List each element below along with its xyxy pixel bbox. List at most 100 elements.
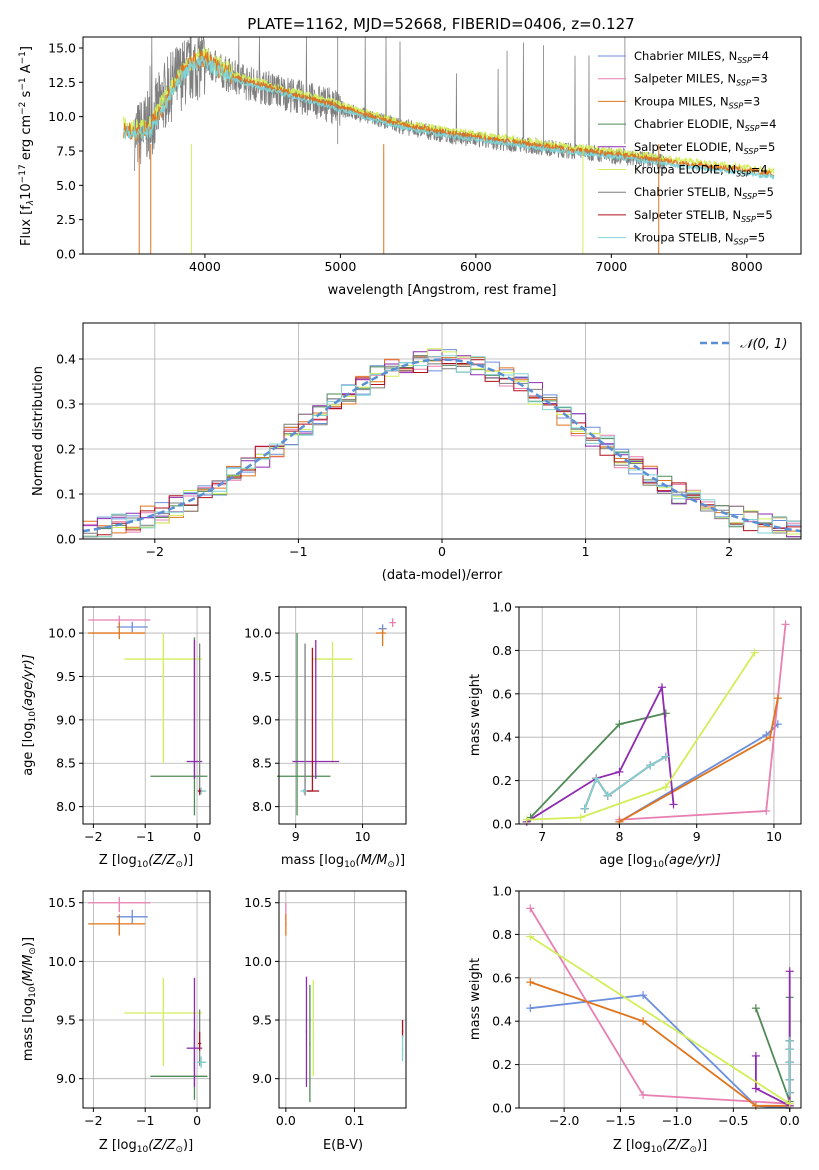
- tick-label-x: 10: [766, 829, 782, 844]
- tick-label-y: 0.4: [56, 352, 76, 367]
- marker-kroupa-miles: [639, 1017, 648, 1026]
- marker-salpeter-miles: [639, 1090, 648, 1099]
- tick-label-x: 1: [582, 544, 590, 559]
- tick-label-y: 9.0: [252, 712, 272, 727]
- weight-vs-Z-xlabel: Z [log10(Z/Z⊙)]: [613, 1138, 707, 1155]
- marker-chabrier-elodie: [615, 720, 624, 729]
- legend-label-salpeter-miles: Salpeter MILES, NSSP=3: [634, 72, 768, 88]
- tick-label-x: −2: [84, 1113, 102, 1128]
- errorbar-salpeter-stelib: [198, 1031, 202, 1051]
- tick-label-y: 9.0: [252, 1071, 272, 1086]
- tick-label-y: 0.1: [56, 487, 76, 502]
- tick-label-x: 8: [615, 829, 623, 844]
- tick-label-y: 0.4: [492, 1014, 512, 1029]
- errorbar-chabrier-miles: [116, 909, 148, 924]
- errorbar-salpeter-stelib: [401, 1020, 404, 1038]
- tick-label-x: −2.0: [549, 1113, 579, 1128]
- weight-vs-age-xlabel: age [log10(age/yr)]: [599, 853, 721, 870]
- tick-label-x: 5000: [324, 259, 356, 274]
- errorbar-kroupa-stelib: [197, 1056, 207, 1069]
- mass-vs-metallicity-panel: −2 −1 0 9.0 9.5 10.0 10.5 Z [log10(Z/Z⊙)] mass…: [21, 890, 211, 1155]
- tick-label-y: 0.2: [492, 1057, 512, 1072]
- tick-label-y: 0.3: [56, 397, 76, 412]
- mass-vs-ebv-xlabel: E(B-V): [323, 1138, 363, 1153]
- residuals-xlabel: (data-model)/error: [382, 568, 503, 583]
- tick-label-x: 0.0: [780, 1113, 800, 1128]
- tick-label-y: 2.5: [56, 212, 76, 227]
- residuals-legend: 𝒩(0, 1): [700, 337, 787, 352]
- age-vs-Z-xlabel: Z [log10(Z/Z⊙)]: [99, 853, 193, 870]
- tick-label-y: 9.5: [252, 669, 272, 684]
- series-line-kroupa-miles: [530, 981, 790, 1107]
- tick-label-x: 9: [292, 829, 300, 844]
- tick-label-y: 9.5: [252, 1013, 272, 1028]
- marker-kroupa-elodie: [661, 783, 670, 792]
- marker-salpeter-elodie: [669, 800, 678, 809]
- tick-label-y: 12.5: [48, 75, 76, 90]
- tick-label-y: 0.0: [492, 1101, 512, 1116]
- tick-label-y: 0.4: [492, 730, 512, 745]
- gaussian-legend-label: 𝒩(0, 1): [740, 337, 787, 352]
- legend-label-kroupa-stelib: Kroupa STELIB, NSSP=5: [634, 231, 765, 247]
- spectrum-panel: 4000 5000 6000 7000 8000 0.0 2.5 5.0 7.5 10.0 12.5…: [18, 36, 802, 298]
- tick-label-y: 10.0: [244, 954, 272, 969]
- legend-label-chabrier-miles: Chabrier MILES, NSSP=4: [634, 49, 769, 65]
- series-line-kroupa-elodie: [529, 935, 791, 1105]
- errorbar-kroupa-miles: [88, 914, 146, 936]
- gaussian-reference-line: [82, 358, 802, 533]
- residuals-panel: −2 −1 0 1 2 0.0 0.1 0.2 0.3 0.4 𝒩(0, 1) (data-mod…: [31, 322, 802, 583]
- errorbar-kroupa-miles: [88, 622, 146, 640]
- marker-salpeter-miles: [781, 620, 790, 629]
- tick-label-y: 0.6: [492, 686, 512, 701]
- errorbar-salpeter-miles: [389, 618, 396, 627]
- age-vs-metallicity-panel: −2 −1 0 8.0 8.5 9.0 9.5 10.0 Z [log10(Z/Z⊙)] ag…: [21, 606, 211, 870]
- marker-chabrier-elodie: [751, 1004, 760, 1013]
- tick-label-y: 8.0: [56, 799, 76, 814]
- legend-label-kroupa-elodie: Kroupa ELODIE, NSSP=4: [634, 163, 768, 179]
- age-vs-Z-ylabel: age [log10(age/yr)]: [21, 654, 38, 776]
- model-spectrum-line-kroupa-stelib: [123, 55, 775, 180]
- tick-label-y: 9.5: [56, 669, 76, 684]
- marker-kroupa-elodie: [576, 813, 585, 822]
- errorbar-salpeter-miles: [88, 896, 151, 913]
- tick-label-y: 10.0: [244, 626, 272, 641]
- marker-salpeter-elodie: [751, 1051, 760, 1060]
- tick-label-y: 1.0: [492, 884, 512, 899]
- tick-label-x: 9: [693, 829, 701, 844]
- errorbar-kroupa-miles: [285, 914, 287, 936]
- mass-vs-Z-ylabel: mass [log10(M/M⊙)]: [21, 937, 38, 1061]
- marker-kroupa-miles: [766, 733, 775, 742]
- marker-kroupa-stelib: [785, 1045, 794, 1054]
- tick-label-y: 0.0: [56, 532, 76, 547]
- tick-label-x: 7000: [595, 259, 627, 274]
- marker-kroupa-miles: [526, 978, 535, 987]
- marker-salpeter-elodie: [615, 767, 624, 776]
- tick-label-x: 0: [193, 1113, 201, 1128]
- tick-label-y: 0.6: [492, 970, 512, 985]
- tick-label-x: −2: [84, 829, 102, 844]
- tick-label-y: 0.0: [492, 817, 512, 832]
- tick-label-y: 5.0: [56, 178, 76, 193]
- errorbar-kroupa-stelib: [300, 789, 308, 793]
- tick-label-y: 0.2: [56, 442, 76, 457]
- marker-kroupa-elodie: [750, 648, 759, 657]
- marker-salpeter-miles: [762, 806, 771, 815]
- tick-label-x: 4000: [189, 259, 221, 274]
- tick-label-x: −1: [136, 1113, 154, 1128]
- marker-salpeter-elodie: [657, 683, 666, 692]
- errorbar-kroupa-stelib: [401, 1035, 404, 1062]
- tick-label-y: 1.0: [492, 600, 512, 615]
- errorbar-chabrier-elodie: [276, 633, 331, 816]
- marker-kroupa-elodie: [785, 1099, 794, 1108]
- weight-vs-metallicity-panel: −2.0 −1.5 −1.0 −0.5 0.0 0.0 0.2 0.4 0.6 0.8 1.0 Z …: [468, 884, 802, 1155]
- legend-label-salpeter-stelib: Salpeter STELIB, NSSP=5: [634, 208, 773, 224]
- tick-label-y: 0.2: [492, 773, 512, 788]
- legend-label-chabrier-stelib: Chabrier STELIB, NSSP=5: [634, 185, 774, 201]
- tick-label-x: −1: [136, 829, 154, 844]
- tick-label-y: 8.0: [252, 799, 272, 814]
- marker-salpeter-elodie: [751, 1084, 760, 1093]
- marker-kroupa-stelib: [661, 752, 670, 761]
- series-line-kroupa-elodie: [526, 652, 756, 821]
- legend-label-salpeter-elodie: Salpeter ELODIE, NSSP=5: [634, 140, 775, 156]
